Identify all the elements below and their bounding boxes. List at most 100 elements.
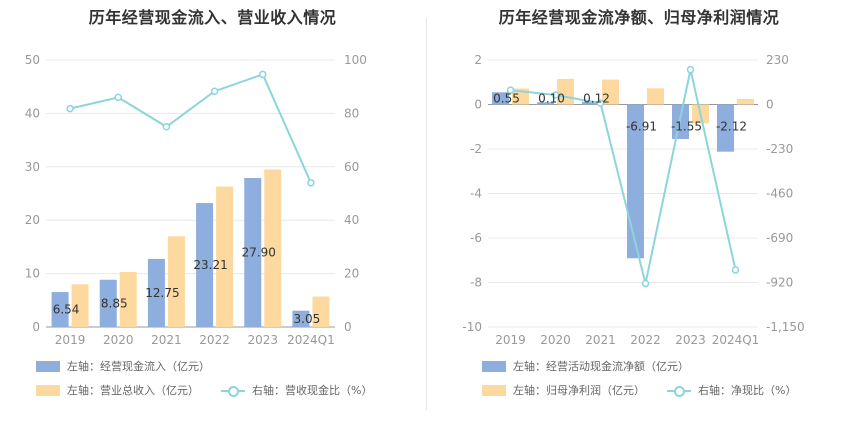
legend-label: 左轴：归母净利润（亿元）	[513, 384, 645, 397]
line-point	[506, 86, 515, 94]
x-tick-label: 2024Q1	[712, 333, 760, 347]
y-tick-label-left: -10	[462, 320, 482, 334]
legend-swatch	[667, 385, 691, 397]
y-tick-label-right: 0	[766, 98, 774, 112]
x-tick-label: 2024Q1	[287, 333, 335, 347]
bar-series-1	[99, 279, 117, 327]
x-tick-label: 2021	[585, 333, 616, 347]
y-tick-label-left: 10	[25, 267, 40, 281]
y-tick-label-left: 30	[25, 160, 40, 174]
legend-item-series-3[interactable]: 右轴：净现比（%）	[667, 382, 796, 398]
x-tick-label: 2021	[151, 333, 182, 347]
chart-panel-right: 历年经营现金流净额、归母净利润情况 -10 -8 -6 -4 -2 0 2 -1,150 -92…	[428, 0, 850, 437]
bar-series-1	[244, 178, 262, 327]
y-tick-label-left: 2	[474, 53, 482, 67]
line-series-3	[510, 69, 737, 284]
bar-series-2	[216, 186, 234, 327]
line-point	[259, 70, 267, 79]
line-point	[731, 266, 740, 274]
bar-series-1	[292, 310, 310, 327]
y-tick-label-left: 0	[32, 320, 40, 334]
data-label: -2.12	[716, 120, 747, 134]
x-tick-label: 2020	[540, 333, 571, 347]
data-label: -1.55	[671, 120, 702, 134]
bar-series-1	[196, 203, 214, 327]
bar-series-2	[312, 296, 330, 327]
x-tick-label: 2019	[495, 333, 526, 347]
y-tick-label-right: 20	[344, 267, 359, 281]
y-tick-label-right: -460	[766, 187, 793, 201]
line-point	[66, 104, 74, 113]
y-tick-label-right: 60	[344, 160, 359, 174]
bar-series-2	[737, 98, 754, 105]
y-tick-label-right: -230	[766, 142, 793, 156]
legend-item-series-2[interactable]: 左轴：营业总收入（亿元）	[36, 382, 199, 398]
bar-series-1	[492, 92, 509, 105]
y-tick-label-right: 40	[344, 213, 359, 227]
y-tick-label-right: -1,150	[766, 320, 805, 334]
data-label: 8.85	[101, 296, 128, 310]
bar-series-2	[119, 271, 137, 327]
bar-series-1	[537, 102, 554, 105]
y-tick-label-right: 100	[344, 53, 367, 67]
panel-divider	[426, 18, 427, 410]
y-tick-label-left: 50	[25, 53, 40, 67]
x-tick-label: 2022	[630, 333, 661, 347]
data-label: 0.55	[493, 92, 520, 106]
data-label: -6.91	[626, 120, 657, 134]
bar-series-2	[264, 169, 282, 327]
data-label: 27.90	[242, 246, 276, 260]
legend-label: 左轴：经营现金流入（亿元）	[67, 360, 210, 373]
chart-panel-left: 历年经营现金流入、营业收入情况 0 10 20 30 40 50 0 20 40 60 80 100 2…	[25, 8, 373, 398]
legend-swatch	[221, 385, 245, 397]
legend-label: 左轴：营业总收入（亿元）	[67, 384, 199, 397]
data-label: 12.75	[145, 286, 179, 300]
line-point	[162, 123, 171, 131]
line-series-3	[69, 73, 312, 184]
y-tick-label-right: -920	[766, 276, 793, 290]
chart-title: 历年经营现金流净额、归母净利润情况	[498, 8, 780, 27]
legend-swatch	[36, 360, 60, 372]
x-tick-label: 2019	[55, 333, 86, 347]
legend-swatch	[482, 384, 506, 396]
y-tick-label-right: -690	[766, 231, 793, 245]
line-point	[641, 279, 650, 288]
bar-series-1	[51, 292, 69, 327]
bar-series-2	[167, 236, 185, 327]
line-point	[686, 65, 695, 74]
bar-series-1	[582, 101, 599, 105]
legend-item-series-2[interactable]: 左轴：归母净利润（亿元）	[482, 382, 645, 398]
y-tick-label-right: 0	[344, 320, 352, 334]
legend-label: 右轴：营收现金比（%）	[252, 384, 373, 397]
y-tick-label-right: 230	[766, 53, 789, 67]
bar-series-2	[602, 79, 619, 105]
x-tick-label: 2023	[247, 333, 278, 347]
line-point	[307, 179, 315, 187]
y-tick-label-left: 0	[474, 98, 482, 112]
y-tick-label-left: -4	[470, 187, 482, 201]
data-label: 0.12	[583, 92, 610, 106]
y-tick-label-left: 40	[25, 106, 40, 120]
legend-swatch	[36, 384, 60, 396]
line-point	[114, 93, 122, 102]
legend-item-series-1[interactable]: 左轴：经营现金流入（亿元）	[36, 358, 210, 374]
chart-area: 0 10 20 30 40 50 0 20 40 60 80 100 2019 2020 2021 2022 2…	[25, 53, 367, 347]
line-point	[551, 91, 560, 99]
x-tick-label: 2023	[675, 333, 706, 347]
data-label: 0.10	[538, 92, 565, 106]
legend-swatch	[482, 360, 506, 372]
y-tick-label-left: 20	[25, 213, 40, 227]
legend-label: 右轴：净现比（%）	[698, 384, 797, 397]
bar-series-2	[71, 284, 89, 327]
y-tick-label-right: 80	[344, 106, 359, 120]
legend-item-series-3[interactable]: 右轴：营收现金比（%）	[221, 382, 372, 398]
x-tick-label: 2022	[199, 333, 230, 347]
bar-series-1	[627, 104, 644, 259]
line-point	[210, 87, 219, 95]
x-tick-label: 2020	[103, 333, 134, 347]
data-label: 23.21	[193, 258, 227, 272]
legend-item-series-1[interactable]: 左轴：经营活动现金流净额（亿元）	[482, 358, 689, 374]
bar-series-1	[147, 258, 165, 327]
data-label: 6.54	[53, 303, 80, 317]
line-point	[596, 99, 605, 107]
